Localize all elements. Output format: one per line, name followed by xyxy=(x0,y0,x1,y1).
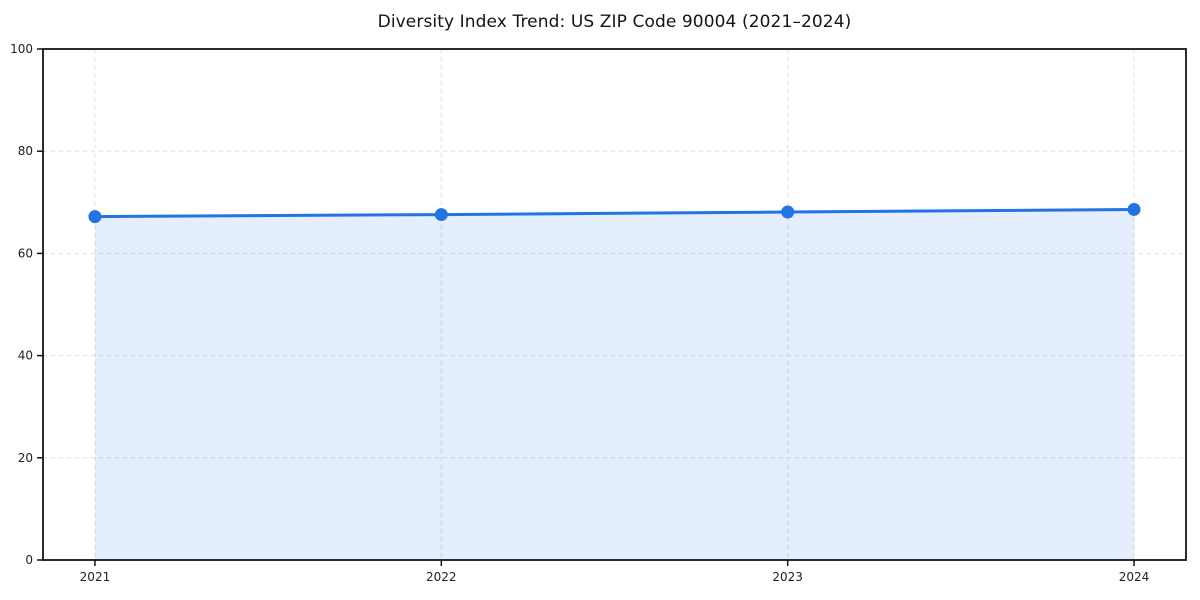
trend-line xyxy=(93,207,1136,219)
x-tick-label: 2023 xyxy=(772,570,803,584)
x-tick-label: 2021 xyxy=(80,570,111,584)
plot-border xyxy=(42,48,1187,561)
y-tick-label: 0 xyxy=(25,553,33,567)
chart-title: Diversity Index Trend: US ZIP Code 90004… xyxy=(377,12,852,32)
x-tick-label: 2024 xyxy=(1119,570,1150,584)
area-fill xyxy=(94,209,1135,561)
x-tick-label: 2022 xyxy=(426,570,457,584)
y-tick-label: 80 xyxy=(18,144,33,158)
data-point-2023 xyxy=(781,205,795,219)
data-point-2024 xyxy=(1127,202,1141,216)
data-point-2021 xyxy=(88,210,102,224)
y-tick-label: 20 xyxy=(18,451,33,465)
data-point-2022 xyxy=(434,208,448,222)
y-tick-label: 100 xyxy=(10,42,33,56)
y-tick-label: 40 xyxy=(18,349,33,363)
y-tick-label: 60 xyxy=(18,246,33,260)
